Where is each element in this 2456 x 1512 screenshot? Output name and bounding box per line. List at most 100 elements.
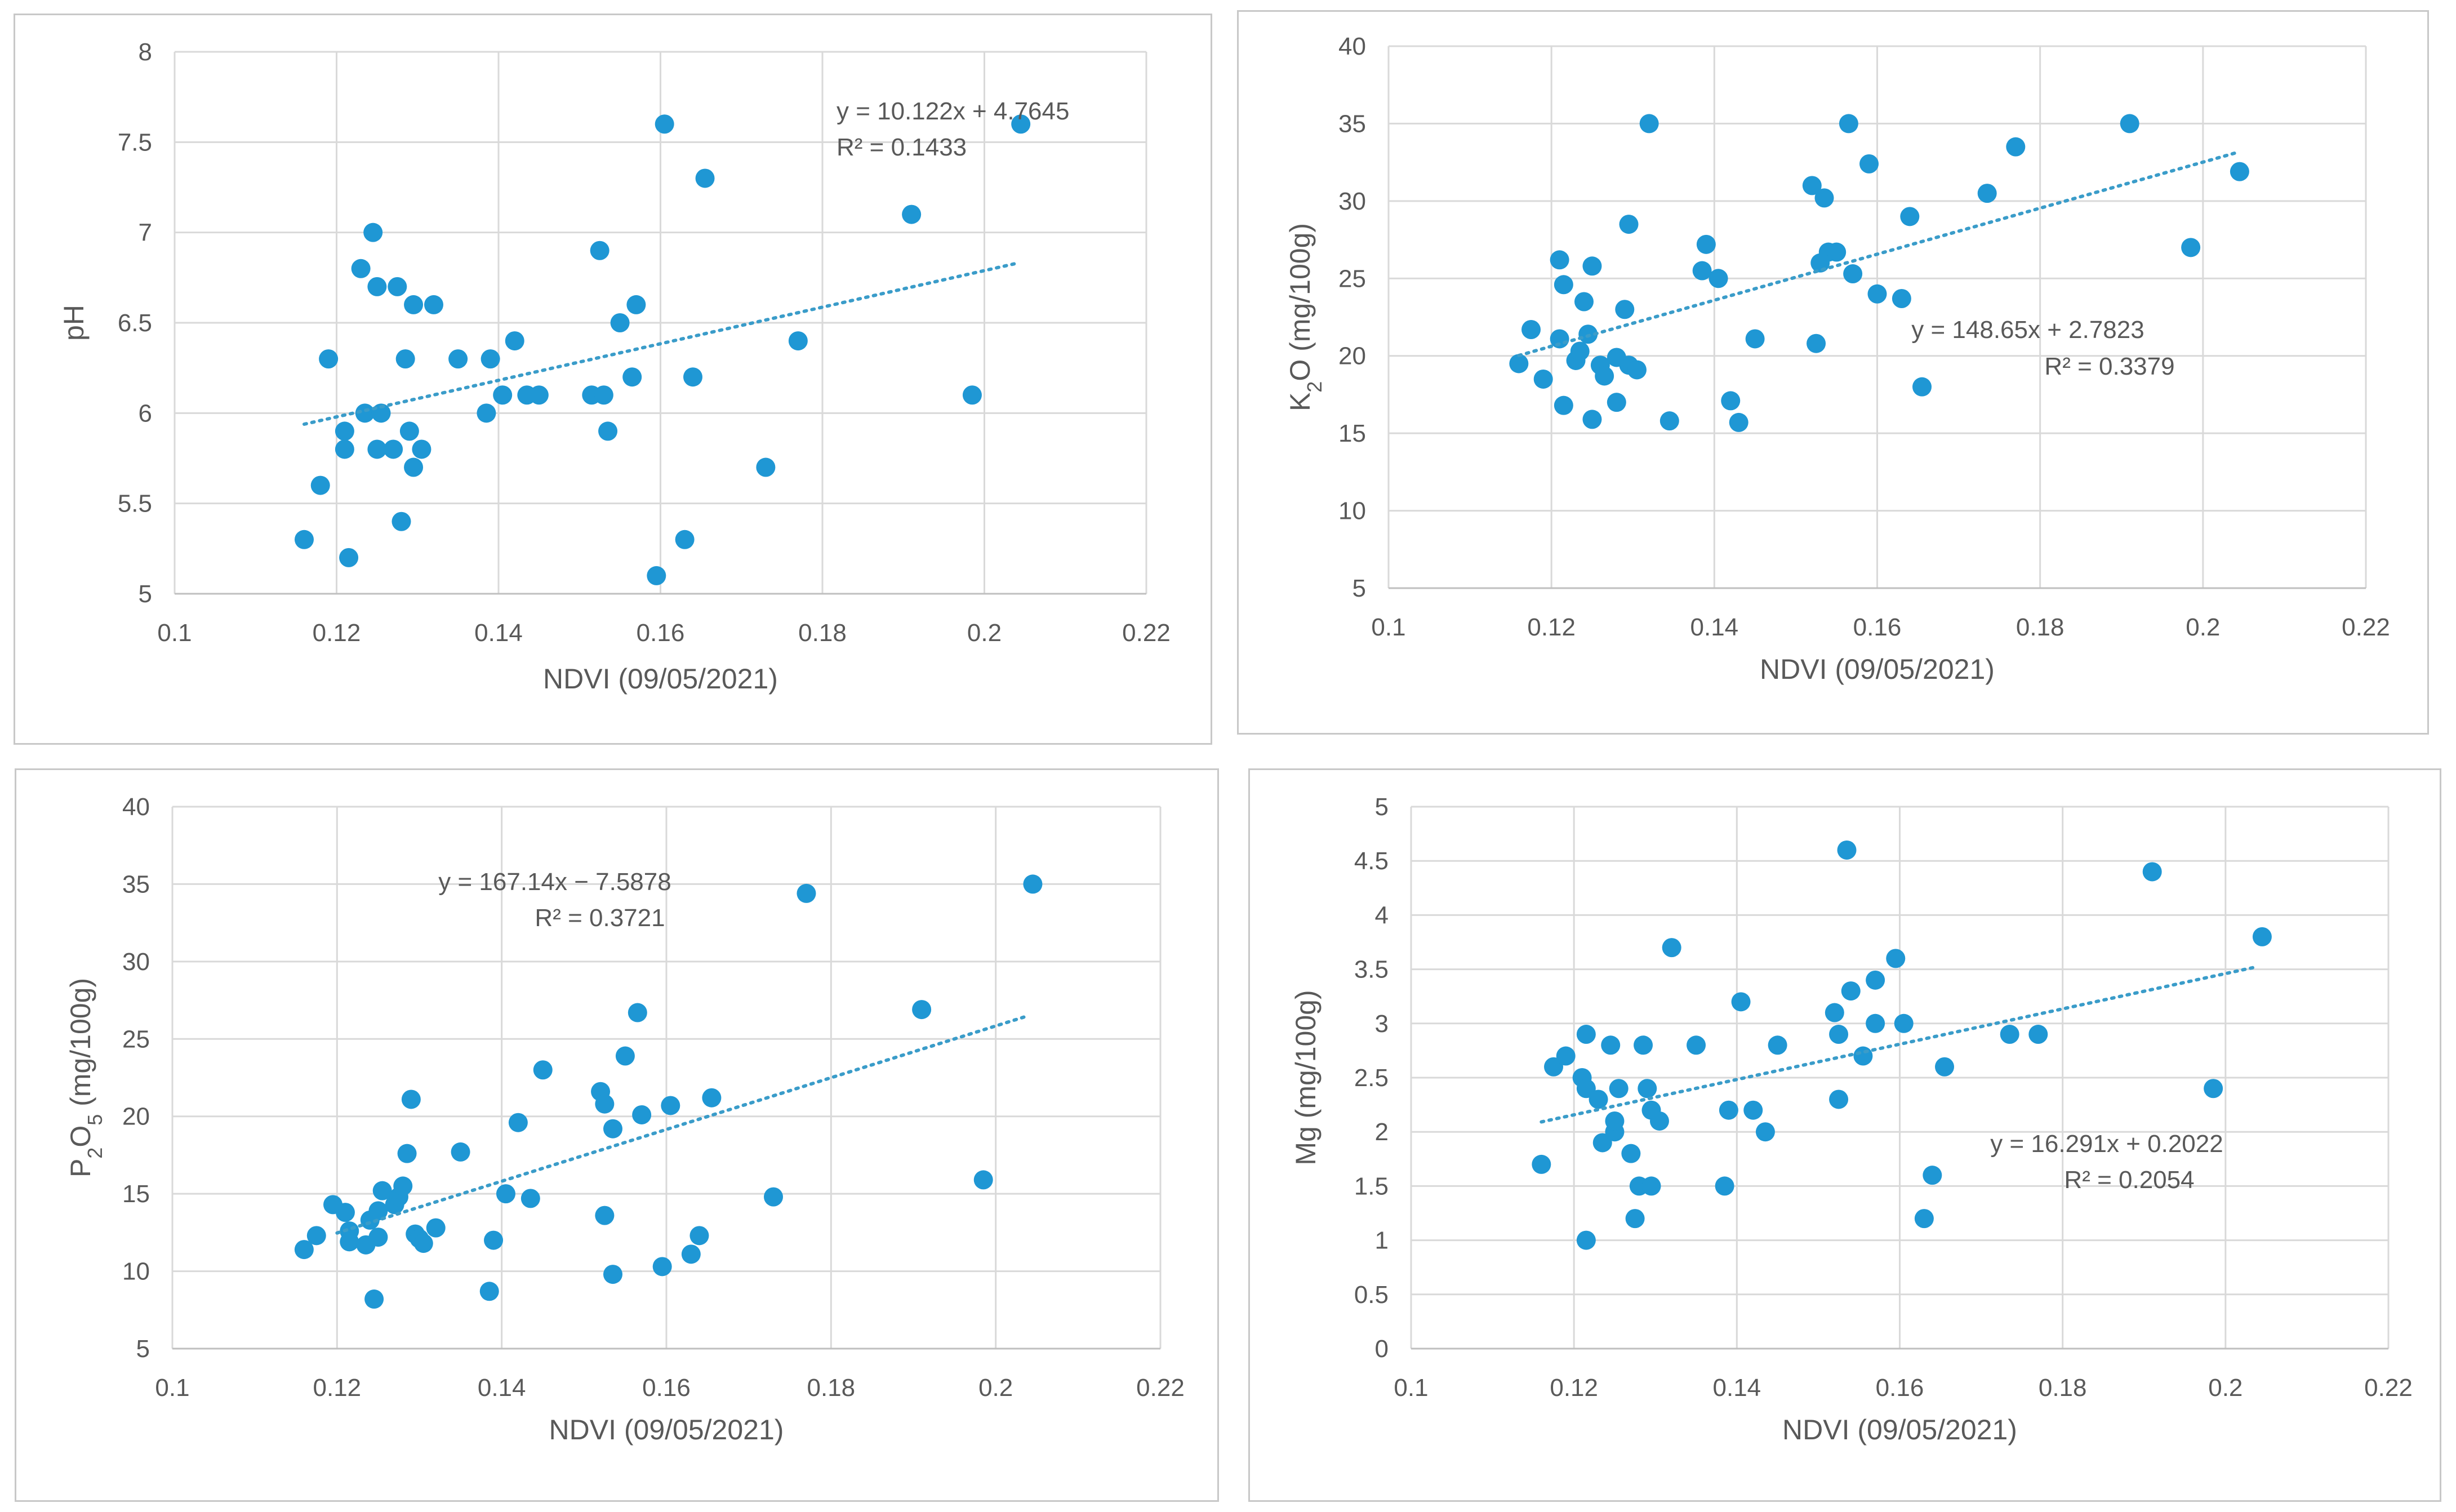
scatter-point bbox=[1914, 1209, 1934, 1229]
x-tick-label: 0.1 bbox=[1394, 1374, 1428, 1402]
scatter-point bbox=[401, 1089, 421, 1109]
scatter-point bbox=[1601, 1035, 1621, 1055]
scatter-point bbox=[1638, 1079, 1657, 1099]
scatter-point bbox=[1621, 1144, 1641, 1163]
scatter-point bbox=[655, 114, 674, 134]
scatter-point bbox=[1912, 377, 1932, 397]
scatter-point bbox=[2252, 927, 2272, 946]
y-tick-label: 2.5 bbox=[1354, 1064, 1389, 1092]
x-axis-title: NDVI (09/05/2021) bbox=[543, 663, 778, 695]
scatter-point bbox=[594, 385, 613, 405]
scatter-point bbox=[340, 1232, 359, 1252]
scatter-point bbox=[1894, 1013, 1914, 1033]
scatter-point bbox=[603, 1265, 622, 1284]
scatter-point bbox=[2204, 1079, 2223, 1099]
x-tick-label: 0.18 bbox=[2016, 613, 2065, 641]
scatter-point bbox=[1696, 234, 1716, 254]
scatter-point bbox=[1853, 1046, 1873, 1066]
x-axis-title: NDVI (09/05/2021) bbox=[549, 1414, 784, 1446]
chart-panel-mg bbox=[1248, 768, 2441, 1502]
scatter-point bbox=[404, 295, 424, 314]
scatter-point bbox=[590, 241, 609, 260]
scatter-point bbox=[973, 1170, 993, 1190]
scatter-point bbox=[1554, 395, 1573, 415]
scatter-point bbox=[1935, 1057, 1955, 1077]
y-tick-label: 15 bbox=[1338, 420, 1366, 447]
scatter-point bbox=[1659, 411, 1679, 431]
y-tick-label: 15 bbox=[122, 1180, 150, 1208]
y-axis-title: P2O5 (mg/100g) bbox=[65, 978, 106, 1177]
scatter-point bbox=[367, 439, 387, 459]
chart-panel-ph bbox=[14, 14, 1212, 745]
y-tick-label: 3 bbox=[1375, 1010, 1389, 1038]
y-axis-title: Mg (mg/100g) bbox=[1290, 990, 1322, 1165]
scatter-point bbox=[1825, 1003, 1844, 1022]
scatter-point bbox=[1574, 292, 1594, 312]
scatter-point bbox=[1843, 264, 1863, 284]
scatter-point bbox=[1841, 981, 1861, 1001]
scatter-point bbox=[1544, 1057, 1564, 1077]
scatter-point bbox=[595, 1094, 615, 1114]
scatter-point bbox=[404, 457, 424, 477]
scatter-point bbox=[1570, 341, 1590, 361]
scatter-point bbox=[788, 331, 808, 351]
scatter-point bbox=[384, 439, 403, 459]
x-tick-label: 0.12 bbox=[313, 1374, 362, 1402]
x-tick-label: 0.14 bbox=[478, 1374, 526, 1402]
scatter-point bbox=[496, 1184, 515, 1204]
y-tick-label: 25 bbox=[122, 1025, 150, 1053]
x-axis-title: NDVI (09/05/2021) bbox=[1782, 1414, 2017, 1446]
scatter-point bbox=[1715, 1176, 1734, 1196]
y-tick-label: 5 bbox=[139, 580, 152, 608]
scatter-point bbox=[1807, 333, 1826, 353]
y-tick-label: 10 bbox=[1338, 497, 1366, 525]
scatter-point bbox=[399, 421, 419, 441]
scatter-point bbox=[424, 295, 443, 314]
x-tick-label: 0.16 bbox=[637, 619, 685, 647]
scatter-point bbox=[2000, 1025, 2019, 1044]
scatter-point bbox=[1521, 319, 1541, 339]
scatter-point bbox=[1687, 1035, 1706, 1055]
scatter-point bbox=[1886, 949, 1906, 968]
x-tick-label: 0.12 bbox=[313, 619, 361, 647]
scatter-point bbox=[1605, 1111, 1625, 1131]
scatter-point bbox=[595, 1206, 615, 1225]
scatter-point bbox=[1011, 114, 1031, 134]
scatter-point bbox=[756, 457, 776, 477]
y-tick-label: 30 bbox=[122, 948, 150, 976]
scatter-point bbox=[632, 1105, 652, 1124]
scatter-point bbox=[493, 385, 513, 405]
x-tick-label: 0.18 bbox=[2039, 1374, 2087, 1402]
scatter-point bbox=[1900, 207, 1920, 226]
x-tick-label: 0.12 bbox=[1550, 1374, 1598, 1402]
scatter-point bbox=[1829, 1025, 1849, 1044]
scatter-point bbox=[652, 1257, 672, 1277]
scatter-point bbox=[505, 331, 524, 351]
y-tick-label: 10 bbox=[122, 1258, 150, 1286]
scatter-point bbox=[1866, 1013, 1885, 1033]
y-tick-label: 5 bbox=[136, 1335, 150, 1363]
trendline bbox=[335, 1013, 1031, 1235]
trendline bbox=[1540, 964, 2260, 1124]
x-tick-label: 0.18 bbox=[798, 619, 847, 647]
scatter-point bbox=[533, 1060, 553, 1080]
x-tick-label: 0.12 bbox=[1527, 613, 1576, 641]
scatter-point bbox=[689, 1226, 709, 1246]
scatter-point bbox=[335, 439, 354, 459]
scatter-point bbox=[368, 1201, 388, 1221]
scatter-point bbox=[675, 530, 695, 549]
scatter-point bbox=[661, 1096, 680, 1115]
y-tick-label: 2 bbox=[1375, 1118, 1389, 1146]
y-tick-label: 20 bbox=[122, 1103, 150, 1131]
y-axis-title: K2O (mg/100g) bbox=[1284, 223, 1326, 411]
scatter-point bbox=[1923, 1166, 1942, 1185]
scatter-point bbox=[1576, 1025, 1596, 1044]
y-tick-label: 3.5 bbox=[1354, 956, 1389, 984]
scatter-point bbox=[351, 259, 371, 278]
scatter-point bbox=[367, 277, 387, 296]
scatter-point bbox=[1859, 154, 1879, 174]
scatter-point bbox=[2120, 114, 2139, 134]
x-tick-label: 0.22 bbox=[1136, 1374, 1185, 1402]
y-tick-label: 40 bbox=[1338, 33, 1366, 60]
scatter-point bbox=[797, 883, 816, 903]
